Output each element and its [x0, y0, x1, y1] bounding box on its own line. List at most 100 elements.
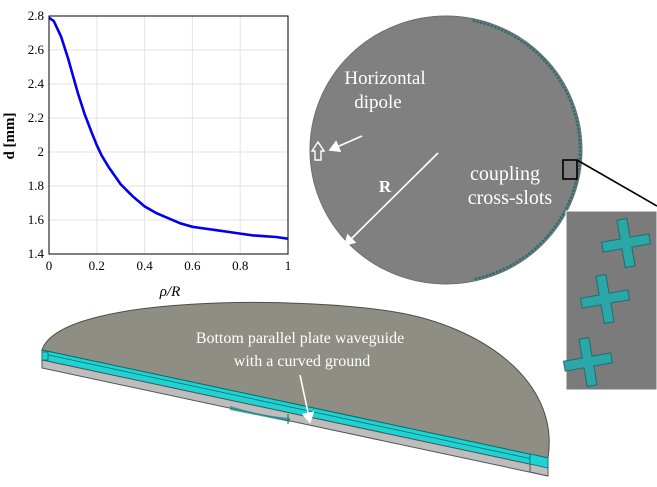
slot-dot [558, 79, 562, 83]
y-tick-label: 2.8 [28, 8, 44, 23]
plot-frame [48, 15, 289, 255]
x-tick-label: 0.4 [136, 258, 153, 273]
slot-dot [525, 254, 528, 257]
slot-dot [518, 258, 522, 262]
slot-dot [549, 231, 552, 234]
slot-dot [567, 95, 571, 99]
dipole-label-line2: dipole [354, 92, 402, 113]
x-tick-labels: 0 0.2 0.4 0.6 0.8 1 [46, 258, 292, 273]
slot-dot [539, 242, 542, 245]
y-tick-labels: 1.4 1.6 1.8 2 2.2 2.4 2.6 2.8 [28, 8, 45, 261]
line-chart: 0 0.2 0.4 0.6 0.8 1 1.4 1.6 1.8 2 2.2 2.4 2.6 2.8 ρ/… [2, 8, 291, 300]
slot-dot [578, 138, 581, 142]
cross-slot-icon [600, 217, 652, 269]
slot-dot [532, 48, 535, 52]
slot-dot [576, 124, 579, 127]
left-edge-mark [41, 351, 49, 361]
curved-ground-bump [230, 406, 290, 422]
slot-dot [506, 266, 509, 269]
slot-dot [569, 196, 573, 199]
slot-dot [540, 56, 543, 59]
waveguide-label-line1: Bottom parallel plate waveguide [196, 330, 404, 347]
slot-dot [512, 262, 516, 266]
slot-dot [574, 182, 577, 185]
zoom-indicator-box [562, 159, 578, 180]
slot-dot [543, 59, 546, 62]
slot-dot [578, 134, 581, 138]
slot-dot [577, 131, 581, 134]
y-tick-label: 2.6 [28, 42, 45, 57]
slot-dot [478, 276, 481, 280]
slot-dot [554, 73, 558, 76]
antenna-disc-view: Horizontal dipole R coupling cross-slots [309, 15, 657, 285]
slot-dot [472, 19, 476, 23]
slot-dot [559, 216, 563, 219]
slot-dot [570, 193, 574, 196]
slot-dot [565, 92, 569, 96]
x-tick-label: 0.2 [89, 258, 105, 273]
x-tick-label: 0.6 [184, 258, 201, 273]
slot-dot [497, 27, 501, 30]
y-tick-label: 2 [38, 144, 45, 159]
slot-dot [571, 106, 575, 109]
slot-dot [577, 164, 581, 167]
slot-dot [488, 273, 492, 276]
dipole-label-line1: Horizontal [344, 68, 425, 89]
slot-dot [495, 270, 499, 274]
slot-dot [507, 32, 511, 35]
waveguide-label-line2: with a curved ground [234, 353, 370, 370]
slot-dot [556, 76, 560, 79]
slot-dot [563, 209, 567, 213]
cross-slot-icon [579, 273, 631, 325]
slot-dot [487, 23, 490, 26]
slot-dot [566, 203, 570, 206]
slot-dot [553, 225, 557, 229]
slot-dot [520, 39, 523, 43]
slot-dot [578, 153, 582, 156]
zoom-callout-line [576, 159, 657, 207]
dipole-pointer [328, 135, 363, 153]
y-axis-label: d [mm] [2, 112, 18, 159]
slot-dot [573, 186, 576, 189]
slot-dot [572, 109, 576, 113]
slot-dot [494, 26, 497, 29]
slot-dot [546, 234, 550, 237]
slot-dot [545, 61, 549, 65]
slot-dot [557, 219, 561, 222]
dipole-arrow-icon [310, 140, 326, 161]
x-tick-label: 1 [285, 258, 292, 273]
slot-dot [483, 22, 486, 25]
slot-dot [555, 222, 559, 226]
slot-dot [492, 272, 495, 275]
slot-dot [564, 89, 567, 92]
waveguide-inner-line [43, 353, 547, 463]
slot-dot [562, 85, 566, 89]
slot-dot [578, 157, 581, 160]
slot-dot [521, 256, 525, 260]
slot-dot [551, 228, 554, 232]
slot-dot [523, 41, 527, 45]
waveguide-cross-section: Bottom parallel plate waveguide with a c… [41, 301, 550, 477]
slot-dot [490, 24, 494, 28]
slot-dot [570, 102, 573, 106]
slot-dot [577, 127, 580, 131]
slot-dot [515, 260, 519, 264]
slot-dot [578, 142, 582, 145]
slot-dot [565, 206, 568, 210]
slot-dot [502, 267, 506, 271]
slot-dot [541, 239, 545, 243]
waveguide-pointer [299, 374, 315, 424]
series-line-d [49, 16, 288, 240]
zoom-inset [562, 210, 657, 391]
half-disc-top [41, 301, 550, 459]
x-axis-label: ρ/R [159, 284, 181, 300]
slot-dot [568, 99, 572, 102]
slot-dot [535, 51, 538, 54]
slot-dot [568, 199, 571, 203]
y-tick-label: 2.2 [28, 110, 44, 125]
radius-line [343, 152, 439, 247]
slot-dot [552, 70, 556, 73]
radiating-disc [309, 15, 583, 285]
slot-dot [576, 171, 580, 175]
slot-dot [544, 237, 547, 240]
